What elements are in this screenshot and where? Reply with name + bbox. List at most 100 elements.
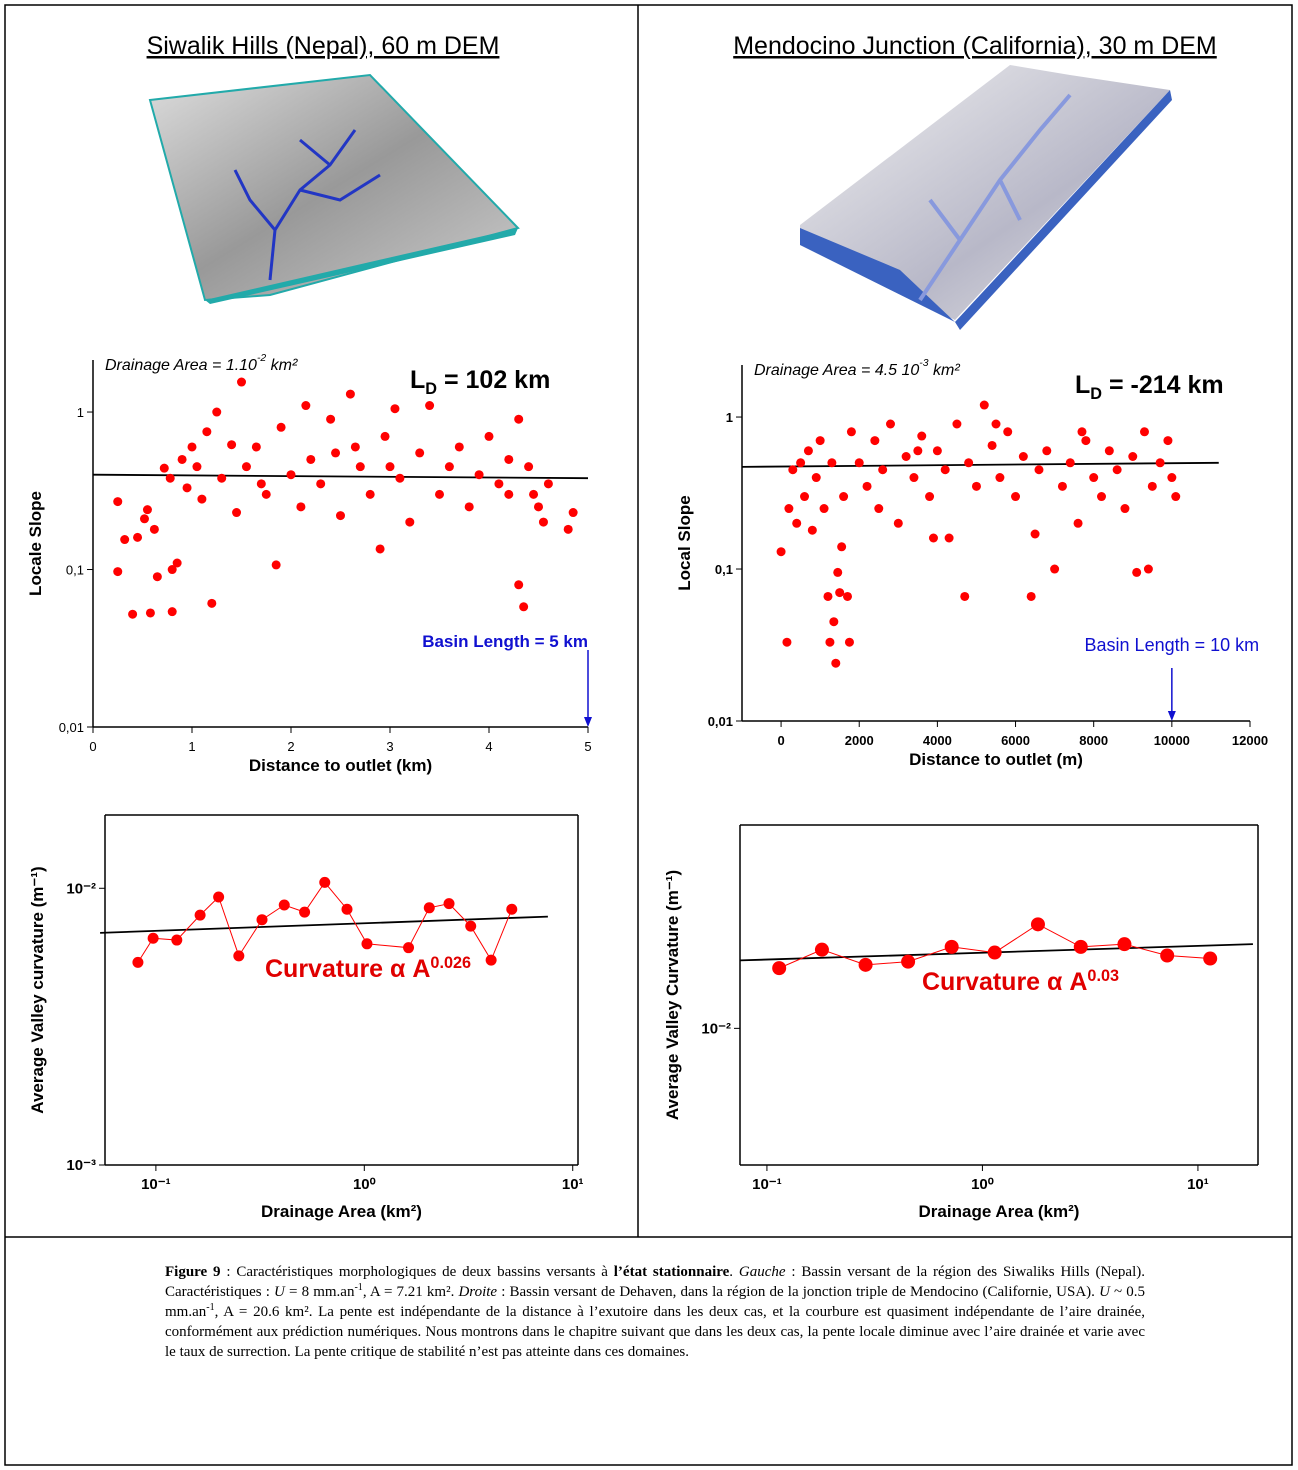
x-tick-label: 0 (777, 733, 784, 748)
data-point (194, 909, 206, 921)
data-point (271, 560, 281, 570)
data-point (113, 567, 123, 577)
data-point (940, 465, 950, 475)
data-point (1203, 951, 1218, 966)
x-tick-label: 3 (386, 739, 393, 754)
panel-title: Mendocino Junction (California), 30 m DE… (733, 32, 1217, 60)
data-point (286, 470, 296, 480)
data-point (1167, 473, 1177, 483)
data-point (870, 436, 880, 446)
x-tick-label: 10000 (1154, 733, 1190, 748)
data-point (796, 458, 806, 468)
data-point (514, 580, 524, 590)
data-point (913, 446, 923, 456)
caption-text: U (1099, 1284, 1110, 1300)
x-axis-label: Drainage Area (km²) (919, 1202, 1080, 1221)
data-point (423, 902, 435, 914)
data-point (1147, 481, 1157, 491)
caption-text: : Caractéristiques morphologiques de deu… (220, 1264, 614, 1280)
annotation: Drainage Area = 1.10-2 km² (105, 353, 298, 374)
x-tick-label: 5 (584, 739, 591, 754)
data-point (165, 473, 175, 483)
caption-text: l’état stationnaire (613, 1264, 730, 1280)
data-point (306, 454, 316, 464)
data-point (361, 938, 373, 950)
caption-text: Droite (458, 1284, 498, 1300)
data-point (772, 961, 787, 976)
text-part: Curvature α A (922, 968, 1087, 996)
y-axis-label: Average Valley curvature (m⁻¹) (28, 866, 47, 1113)
data-point (524, 462, 534, 472)
data-point (227, 440, 237, 450)
superscript: 0.026 (430, 954, 471, 972)
text-part: Curvature α A (265, 955, 430, 983)
data-point (251, 442, 261, 452)
data-point (854, 458, 864, 468)
text-part: L (1075, 371, 1090, 399)
data-point (1003, 427, 1013, 437)
x-tick-label: 10¹ (562, 1176, 584, 1193)
y-tick-label: 10⁻² (701, 1020, 731, 1037)
data-point (814, 942, 829, 957)
data-point (514, 414, 524, 424)
arrow-head (1167, 711, 1176, 721)
annotation: LD = 102 km (410, 366, 550, 398)
y-axis-label: Local Slope (675, 495, 694, 590)
data-point (893, 518, 903, 528)
data-point (885, 419, 895, 429)
x-tick-label: 4 (485, 739, 492, 754)
data-point (149, 524, 159, 534)
caption-text: : Bassin versant de la région des Siwali… (165, 1264, 1145, 1300)
data-point (147, 932, 159, 944)
caption-text: Figure 9 (165, 1264, 221, 1280)
data-point (839, 492, 849, 502)
data-point (844, 637, 854, 647)
trend-line (92, 473, 589, 480)
data-point (241, 462, 251, 472)
data-point (336, 511, 345, 521)
data-point (145, 608, 155, 618)
data-point (782, 637, 792, 647)
data-point (788, 465, 798, 475)
data-point (331, 448, 341, 458)
data-point (142, 505, 152, 515)
data-point (1026, 591, 1036, 601)
dem-image (148, 73, 520, 304)
caption-text: , A = 20.6 km². La pente est indépendant… (165, 1304, 1145, 1360)
data-point (858, 957, 873, 972)
caption-text: . (729, 1264, 739, 1280)
data-point (177, 454, 187, 464)
data-point (960, 591, 970, 601)
data-point (217, 473, 227, 483)
data-point (568, 508, 578, 518)
data-point (1011, 492, 1021, 502)
x-tick-label: 2000 (845, 733, 874, 748)
data-point (405, 517, 415, 527)
data-point (485, 954, 497, 966)
data-point (319, 876, 331, 888)
data-point (212, 407, 222, 417)
caption-text: Gauche (738, 1264, 786, 1280)
caption-text: U (274, 1284, 285, 1300)
annotation: Curvature α A0.026 (265, 954, 471, 983)
data-point (1139, 427, 1149, 437)
series-line (137, 881, 513, 963)
annotation: Basin Length = 10 km (1085, 635, 1260, 655)
data-point (1081, 436, 1091, 446)
data-point (819, 504, 829, 514)
data-point (395, 473, 405, 483)
text-part: = -214 km (1102, 371, 1224, 399)
data-point (506, 903, 518, 915)
text-part: = 102 km (437, 366, 550, 394)
data-point (237, 377, 246, 387)
data-point (415, 448, 425, 458)
data-point (1050, 564, 1060, 574)
data-point (1155, 458, 1165, 468)
superscript: 0.03 (1087, 967, 1119, 985)
data-point (152, 572, 162, 582)
data-point (979, 400, 989, 410)
data-point (171, 934, 183, 946)
data-point (187, 442, 197, 452)
data-point (465, 920, 477, 932)
